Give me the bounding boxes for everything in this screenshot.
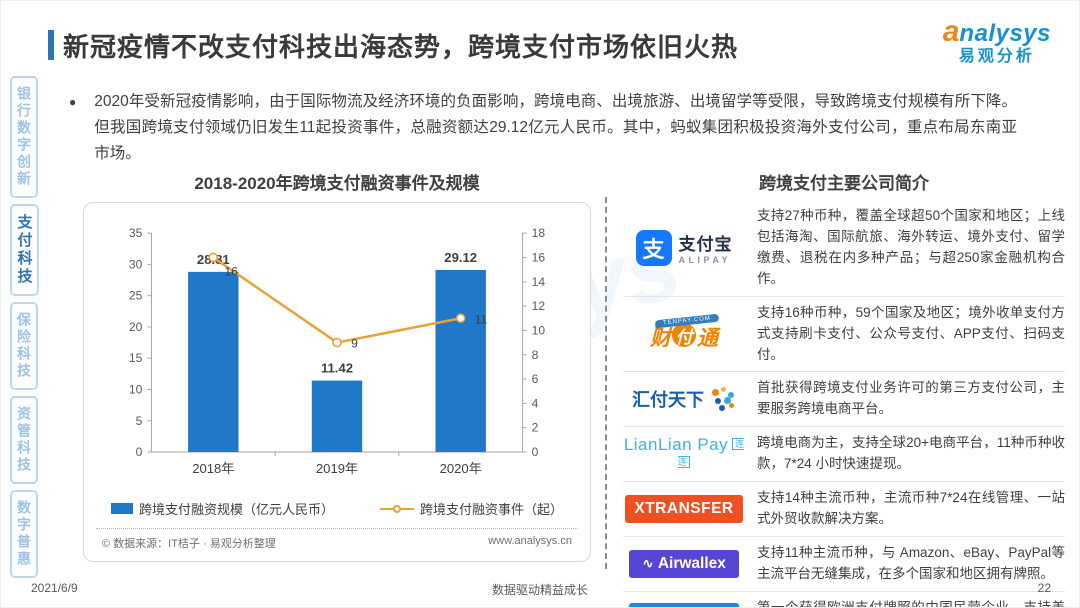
sidebar-item-3[interactable]: 资管科技 xyxy=(10,396,38,484)
company-description: 支持27种币种，覆盖全球超50个国家和地区；上线包括海淘、国际航旅、海外转运、境… xyxy=(757,208,1065,286)
svg-text:5: 5 xyxy=(136,414,143,428)
bullet-icon: ● xyxy=(69,95,77,109)
legend-label: 跨境支付融资事件（起） xyxy=(420,502,564,518)
chart-title: 2018-2020年跨境支付融资事件及规模 xyxy=(194,174,480,193)
sidebar: 银行数字创新支付科技保险科技资管科技数字普惠 xyxy=(7,76,41,578)
legend-line-swatch xyxy=(380,504,414,514)
svg-text:0: 0 xyxy=(136,445,143,459)
svg-text:35: 35 xyxy=(129,226,143,240)
company-description: 第一个获得欧洲支付牌照的中国民营企业，支持美元、英镑、欧元、日元、澳元、加元、新… xyxy=(757,599,1065,608)
company-row-huifu: 汇付天下 首批获得跨境支付业务许可的第三方支付公司，主要服务跨境电商平台。 xyxy=(623,372,1065,428)
sidebar-item-4[interactable]: 数字普惠 xyxy=(10,490,38,578)
chart-source-row: © 数据来源：IT桔子 · 易观分析整理 www.analysys.cn xyxy=(96,528,578,555)
airwallex-logo: ∿ Airwallex xyxy=(629,549,739,578)
footer: 2021/6/9 数据驱动精益成长 22 xyxy=(1,573,1079,607)
legend-label: 跨境支付融资规模（亿元人民币） xyxy=(138,502,334,518)
airwallex-wave-icon: ∿ xyxy=(642,555,654,572)
svg-text:11: 11 xyxy=(475,312,488,326)
page-title: 新冠疫情不改支付科技出海态势，跨境支付市场依旧火热 xyxy=(63,32,739,62)
website-link[interactable]: www.analysys.cn xyxy=(488,535,572,548)
title-accent-bar xyxy=(48,30,54,60)
logo-chinese-name: 易观分析 xyxy=(958,48,1035,65)
lianlian-logo: LianLian Pay 连连 xyxy=(623,435,745,469)
svg-text:10: 10 xyxy=(532,323,546,337)
sidebar-item-2[interactable]: 保险科技 xyxy=(10,302,38,390)
company-row-pingpong: pingpong 第一个获得欧洲支付牌照的中国民营企业，支持美元、英镑、欧元、日… xyxy=(623,592,1065,608)
svg-text:18: 18 xyxy=(532,226,546,240)
svg-text:16: 16 xyxy=(224,265,238,279)
svg-text:9: 9 xyxy=(351,337,358,351)
legend-item-line: 跨境支付融资事件（起） xyxy=(380,499,563,518)
logo-a-icon: a xyxy=(942,15,960,48)
svg-text:20: 20 xyxy=(129,320,143,334)
alipay-logo: 支 支付宝 ALIPAY xyxy=(635,229,733,266)
chart-card: 0 5 10 15 20 25 30 35 0 2 4 6 8 10 12 14 16 18 2018年 2019年 2… xyxy=(83,202,591,563)
svg-text:14: 14 xyxy=(532,275,546,289)
summary-text: 2020年受新冠疫情影响，由于国际物流及经济环境的负面影响，跨境电商、出境旅游、… xyxy=(94,93,1017,162)
company-row-xtransfer: XTRANSFER 支持14种主流币种，主流币种7*24在线管理、一站式外贸收款… xyxy=(623,482,1065,537)
funding-chart: 0 5 10 15 20 25 30 35 0 2 4 6 8 10 12 14 16 18 2018年 2019年 2… xyxy=(129,226,546,476)
chart-legend: 跨境支付融资规模（亿元人民币） 跨境支付融资事件（起） xyxy=(96,499,578,518)
svg-text:2: 2 xyxy=(532,421,539,435)
footer-slogan: 数据驱动精益成长 xyxy=(491,583,588,597)
svg-text:11.42: 11.42 xyxy=(321,361,353,376)
vertical-divider xyxy=(605,197,607,569)
svg-text:10: 10 xyxy=(129,382,143,396)
main-content: 2018-2020年跨境支付融资事件及规模 0 5 10 15 20 25 30 35 0 2 4 6… xyxy=(61,167,1065,607)
svg-text:2018年: 2018年 xyxy=(192,461,234,476)
pingpong-logo: pingpong xyxy=(629,603,739,607)
svg-text:16: 16 xyxy=(532,251,546,265)
company-row-lianlian: LianLian Pay 连连 跨境电商为主，支持全球20+电商平台，11种币种收… xyxy=(623,427,1065,483)
company-description: 跨境电商为主，支持全球20+电商平台，11种币种收款，7*24 小时快速提现。 xyxy=(757,435,1065,472)
svg-text:12: 12 xyxy=(532,299,546,313)
footer-date: 2021/6/9 xyxy=(31,581,78,595)
data-source: © 数据来源：IT桔子 · 易观分析整理 xyxy=(102,538,276,551)
svg-text:29.12: 29.12 xyxy=(444,250,477,265)
svg-text:2019年: 2019年 xyxy=(316,461,358,476)
company-row-alipay: 支 支付宝 ALIPAY 支持27种币种，覆盖全球超50个国家和地区；上线包括海淘… xyxy=(623,200,1065,297)
companies-title: 跨境支付主要公司简介 xyxy=(759,174,929,193)
companies-list: 支 支付宝 ALIPAY 支持27种币种，覆盖全球超50个国家和地区；上线包括海淘… xyxy=(623,200,1065,608)
analysys-logo: analysys 易观分析 xyxy=(943,15,1051,66)
legend-bar-swatch xyxy=(110,503,133,515)
svg-text:2020年: 2020年 xyxy=(440,461,482,476)
chart-section: 2018-2020年跨境支付融资事件及规模 0 5 10 15 20 25 30 35 0 2 4 6… xyxy=(83,167,591,563)
svg-text:8: 8 xyxy=(532,348,539,362)
page-number: 22 xyxy=(1037,581,1051,595)
svg-text:30: 30 xyxy=(129,257,143,271)
huifu-dots-icon xyxy=(710,387,736,412)
svg-text:15: 15 xyxy=(129,351,143,365)
companies-section: 跨境支付主要公司简介 支 支付宝 ALIPAY 支持27种币种，覆盖全球超50个国… xyxy=(623,167,1065,608)
company-row-tenpay: TENPAY.COM 财付通 支持16种币种，59个国家及地区；境外收单支付方式… xyxy=(623,297,1065,373)
logo-wordmark: nalysys xyxy=(959,20,1051,47)
svg-text:6: 6 xyxy=(532,372,539,386)
company-description: 首批获得跨境支付业务许可的第三方支付公司，主要服务跨境电商平台。 xyxy=(757,380,1065,417)
legend-item-bar: 跨境支付融资规模（亿元人民币） xyxy=(110,499,334,518)
header: 新冠疫情不改支付科技出海态势，跨境支付市场依旧火热 analysys 易观分析 xyxy=(48,15,1059,69)
svg-text:0: 0 xyxy=(532,445,539,459)
company-description: 支持16种币种，59个国家及地区；境外收单支付方式支持刷卡支付、公众号支付、AP… xyxy=(757,304,1065,362)
sidebar-item-1[interactable]: 支付科技 xyxy=(9,204,39,296)
huifu-logo: 汇付天下 xyxy=(632,386,736,412)
svg-text:25: 25 xyxy=(129,289,143,303)
company-row-airwallex: ∿ Airwallex 支持11种主流币种，与 Amazon、eBay、PayPa… xyxy=(623,537,1065,592)
tenpay-logo: TENPAY.COM 财付通 xyxy=(649,313,720,350)
svg-text:4: 4 xyxy=(532,396,539,410)
sidebar-item-0[interactable]: 银行数字创新 xyxy=(10,76,38,198)
company-description: 支持14种主流币种，主流币种7*24在线管理、一站式外贸收款解决方案。 xyxy=(757,490,1065,527)
alipay-icon: 支 xyxy=(635,229,672,266)
company-description: 支持11种主流币种，与 Amazon、eBay、PayPal等主流平台无缝集成，… xyxy=(757,544,1065,581)
xtransfer-logo: XTRANSFER xyxy=(625,495,743,524)
summary-paragraph: ● 2020年受新冠疫情影响，由于国际物流及经济环境的负面影响，跨境电商、出境旅… xyxy=(69,89,1017,167)
